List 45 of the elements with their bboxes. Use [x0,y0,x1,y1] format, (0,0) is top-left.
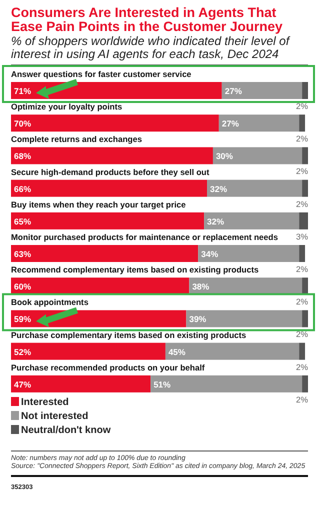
data-label: 2% [296,296,309,307]
y-tick-label: Book appointments [11,297,89,308]
data-label: 32% [207,216,225,226]
y-tick-label: Buy items when they reach your target price [11,199,186,210]
data-label: 51% [154,379,172,390]
data-label: 68% [14,151,32,162]
data-label: 63% [14,249,32,259]
y-tick-label: Purchase recommended products on your behalf [11,362,205,372]
data-label: 70% [14,118,32,129]
data-label: 59% [14,314,32,324]
chart-title: Consumers Are Interested in Agents That Ease Pain Points in the Customer Journey [11,5,284,34]
data-label: 66% [14,184,32,194]
data-label: 2% [296,134,309,144]
data-label: 52% [14,346,32,357]
data-label: 3% [296,231,309,242]
y-tick-label: Optimize your loyalty points [11,102,122,112]
data-label: 27% [222,118,240,129]
y-tick-label: Secure high-demand products before they sell out [11,166,210,177]
y-tick-label: Complete returns and exchanges [11,134,142,144]
data-label: 34% [201,249,219,259]
data-label: 65% [14,216,32,226]
data-label: 45% [168,346,186,357]
data-label: 2% [296,198,309,209]
data-label: 2% [296,166,309,176]
data-label: 2% [296,264,309,274]
data-label: 71% [14,86,32,96]
data-label: 32% [210,184,228,194]
data-label: 2% [296,362,309,372]
data-label: 2% [296,329,309,340]
data-label: 2% [296,394,309,404]
y-tick-label: Purchase complementary items based on existing products [11,330,247,340]
legend-label: Not interested [21,411,88,422]
data-label: 39% [189,314,207,324]
chart-subtitle: % of shoppers worldwide who indicated their level of interest in using AI agents for each task, Dec 2024 [11,34,291,61]
y-tick-label: Recommend complementary items based on existing products [11,264,259,275]
data-label: 38% [192,282,210,292]
data-label: 60% [14,282,32,292]
data-label: 30% [216,151,234,162]
y-tick-label: Answer questions for faster customer service [11,69,192,79]
legend-label: Interested [21,397,69,408]
data-label: 27% [224,86,242,96]
legend-label: Neutral/don't know [21,425,111,436]
data-label: 47% [14,379,32,390]
y-tick-label: Monitor purchased products for maintenance or replacement needs [11,232,278,242]
data-label: 2% [296,101,309,111]
